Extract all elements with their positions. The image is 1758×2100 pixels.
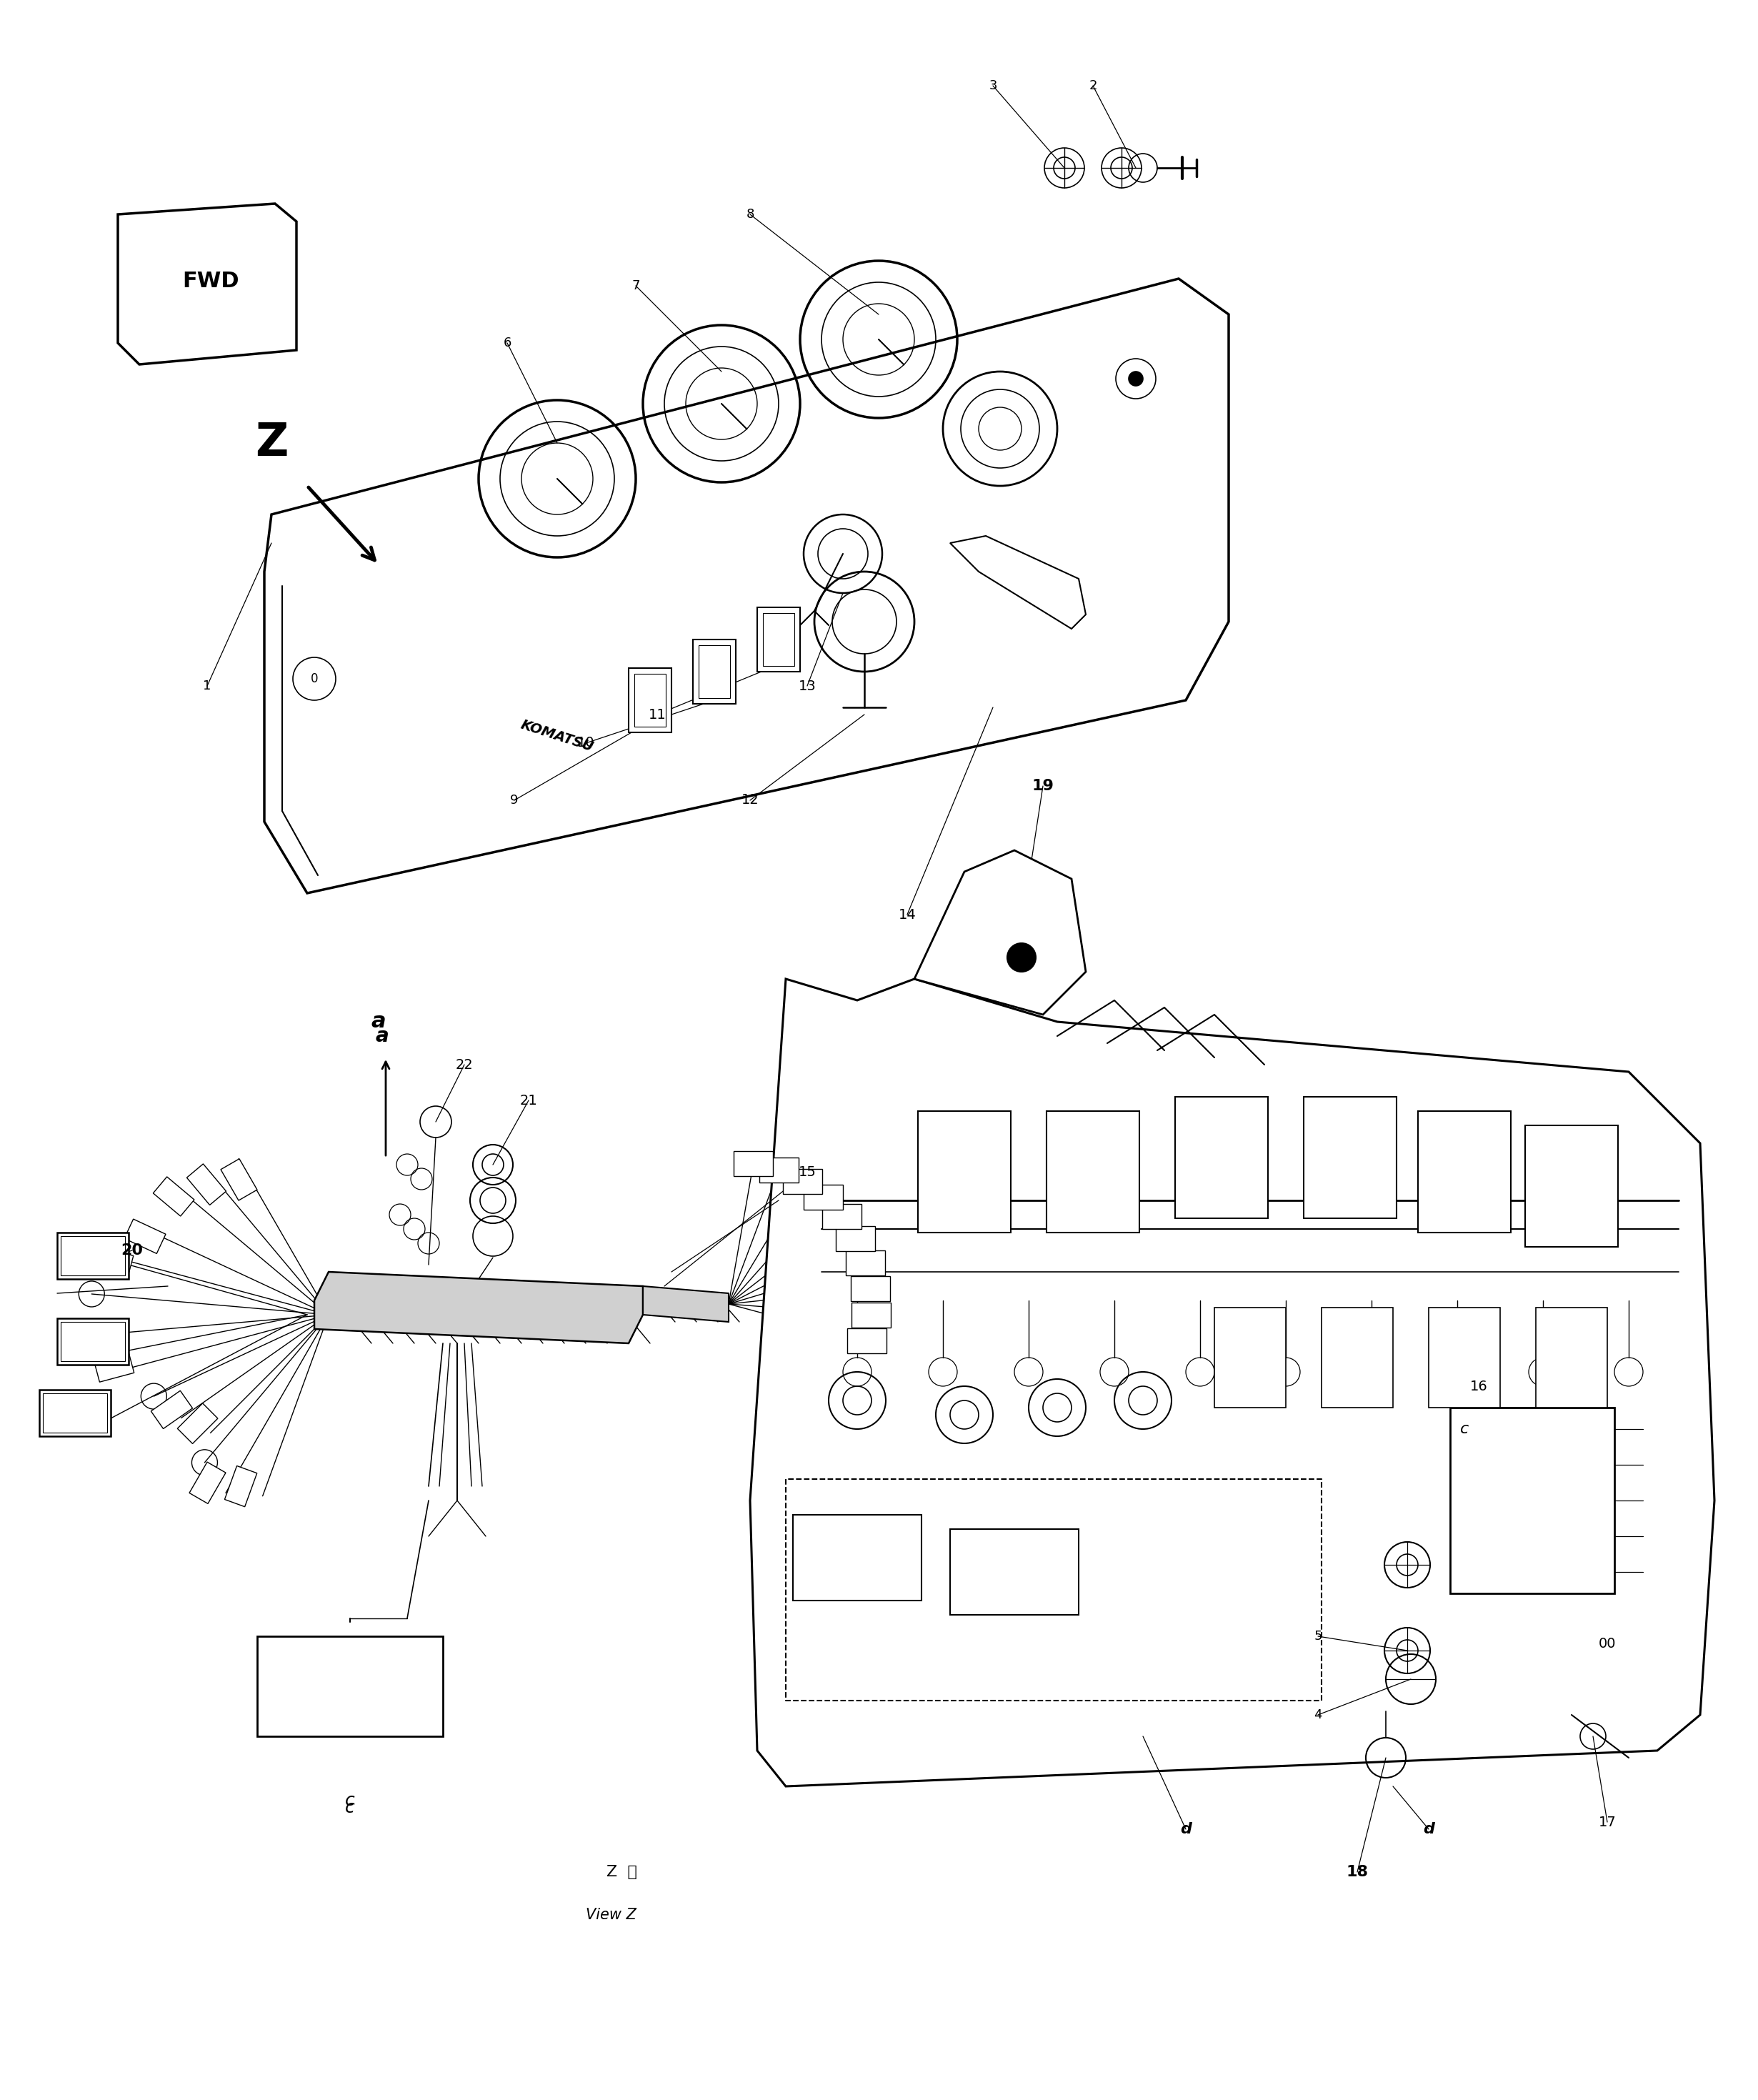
Bar <box>803 1184 844 1210</box>
Bar <box>1215 1308 1285 1407</box>
Bar <box>629 668 672 733</box>
Text: c: c <box>1461 1422 1468 1436</box>
Polygon shape <box>315 1273 643 1344</box>
Bar <box>190 1462 225 1504</box>
Bar <box>93 1247 134 1277</box>
Text: 2: 2 <box>1088 80 1097 92</box>
Text: 0: 0 <box>1132 372 1139 384</box>
Bar <box>693 640 737 704</box>
Text: 16: 16 <box>1470 1380 1487 1392</box>
Text: 00: 00 <box>1598 1636 1616 1651</box>
Text: View Z: View Z <box>585 1907 636 1922</box>
Polygon shape <box>914 850 1086 1014</box>
Polygon shape <box>751 979 1714 1787</box>
Bar <box>62 1321 125 1361</box>
Text: 11: 11 <box>649 708 666 720</box>
Circle shape <box>1129 372 1143 386</box>
Bar <box>178 1403 218 1443</box>
Text: Z: Z <box>255 420 288 466</box>
Text: 10: 10 <box>577 737 594 750</box>
Bar <box>851 1277 890 1302</box>
Polygon shape <box>949 536 1086 628</box>
Bar <box>635 674 666 727</box>
Text: 8: 8 <box>745 208 754 220</box>
Bar <box>782 1170 823 1195</box>
Text: 18: 18 <box>1347 1865 1368 1879</box>
Bar <box>58 1233 128 1279</box>
Polygon shape <box>118 204 297 365</box>
Bar <box>1322 1308 1392 1407</box>
Text: 7: 7 <box>631 279 640 292</box>
Bar <box>1536 1308 1607 1407</box>
Bar <box>1429 1308 1500 1407</box>
Text: 22: 22 <box>455 1058 473 1071</box>
Bar <box>186 1163 227 1205</box>
Text: 5: 5 <box>1313 1630 1322 1642</box>
Bar <box>1174 1096 1268 1218</box>
Bar <box>257 1636 443 1737</box>
Polygon shape <box>643 1285 728 1321</box>
Text: c: c <box>345 1800 355 1816</box>
Bar <box>759 1157 798 1182</box>
Text: d: d <box>1180 1823 1192 1835</box>
Bar <box>151 1390 193 1428</box>
Bar <box>1046 1111 1139 1233</box>
Text: 0: 0 <box>311 672 318 685</box>
Bar <box>42 1392 107 1432</box>
Polygon shape <box>264 279 1229 892</box>
Bar <box>79 1321 116 1346</box>
Bar <box>39 1390 111 1436</box>
Text: c: c <box>345 1791 355 1810</box>
Bar <box>733 1151 774 1176</box>
Bar <box>1304 1096 1396 1218</box>
Text: 15: 15 <box>798 1166 816 1178</box>
Bar <box>58 1319 128 1365</box>
Bar <box>823 1203 861 1228</box>
Bar <box>847 1329 886 1354</box>
Bar <box>837 1226 875 1252</box>
Text: 12: 12 <box>742 794 759 806</box>
Bar <box>846 1250 884 1275</box>
Bar <box>222 1159 257 1201</box>
Text: 14: 14 <box>898 907 916 922</box>
Text: 13: 13 <box>798 678 816 693</box>
Text: 4: 4 <box>1313 1709 1322 1722</box>
Text: FWD: FWD <box>183 271 239 292</box>
Text: KOMATSU: KOMATSU <box>519 718 596 754</box>
Bar <box>793 1514 921 1600</box>
Text: 19: 19 <box>1032 779 1055 794</box>
Text: d: d <box>1422 1823 1435 1835</box>
Bar <box>918 1111 1011 1233</box>
Bar <box>1526 1126 1617 1247</box>
Circle shape <box>1007 943 1035 972</box>
Text: 6: 6 <box>503 336 512 349</box>
Text: 1: 1 <box>204 680 211 693</box>
Text: Z  視: Z 視 <box>607 1865 636 1879</box>
Bar <box>153 1176 195 1216</box>
Bar <box>1450 1407 1614 1594</box>
Text: 20: 20 <box>121 1243 142 1258</box>
Bar <box>62 1237 125 1275</box>
Text: 21: 21 <box>520 1094 538 1107</box>
Bar <box>949 1529 1079 1615</box>
Bar <box>698 645 730 697</box>
Text: a: a <box>376 1027 389 1046</box>
Bar <box>758 607 800 672</box>
Bar <box>1419 1111 1510 1233</box>
Text: 9: 9 <box>510 794 519 806</box>
Bar <box>851 1302 891 1327</box>
Text: 17: 17 <box>1598 1814 1616 1829</box>
Text: 3: 3 <box>988 80 997 92</box>
Text: a: a <box>371 1012 387 1031</box>
Bar <box>225 1466 257 1506</box>
Bar <box>93 1352 134 1382</box>
Bar <box>763 613 795 666</box>
Bar <box>125 1220 165 1254</box>
